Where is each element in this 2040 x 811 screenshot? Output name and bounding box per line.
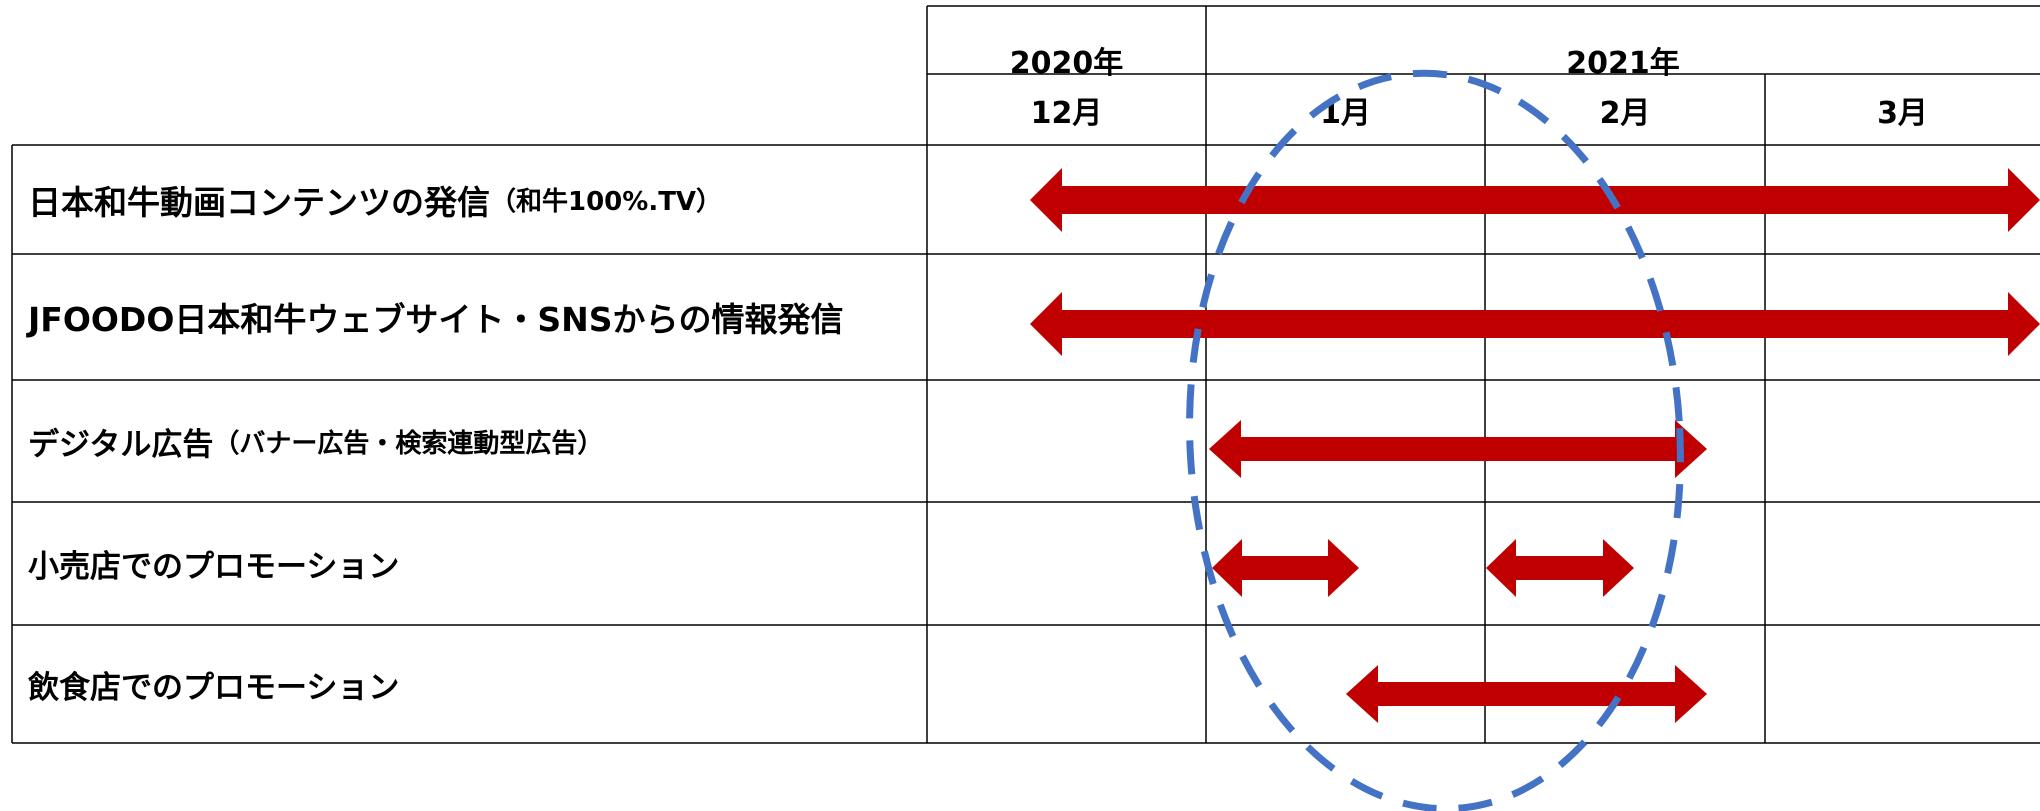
month-header-feb: 2月 — [1485, 74, 1765, 146]
year-header-2021: 2021年 — [1206, 6, 2040, 114]
year-label: 2021年 — [1566, 46, 1680, 81]
month-label: 3月 — [1877, 96, 1928, 131]
task-label: 日本和牛動画コンテンツの発信 — [28, 182, 490, 222]
month-label: 2月 — [1599, 96, 1651, 131]
year-label: 2020年 — [1009, 46, 1124, 81]
schedule-arrows — [1030, 168, 2040, 723]
month-header-mar: 3月 — [1765, 74, 2040, 146]
month-header-dec: 12月 — [927, 74, 1206, 146]
arrow-retail-promo-jan — [1212, 539, 1359, 597]
arrow-restaurant-promo — [1346, 665, 1707, 723]
task-label: デジタル広告 — [28, 426, 214, 463]
arrow-jfoodo-web-sns — [1030, 292, 2040, 356]
task-label: 飲食店でのプロモーション — [28, 669, 400, 706]
task-sublabel: （バナー広告・検索連動型広告） — [213, 428, 604, 459]
task-row-jfoodo-web-sns: JFOODO日本和牛ウェブサイト・SNSからの情報発信 — [12, 254, 926, 380]
task-row-retail-promo: 小売店でのプロモーション — [12, 502, 926, 625]
task-row-wagyu-video: 日本和牛動画コンテンツの発信 （和牛100%.TV） — [12, 145, 926, 254]
task-row-restaurant-promo: 飲食店でのプロモーション — [12, 625, 926, 743]
arrow-wagyu-video — [1030, 168, 2040, 232]
task-row-digital-ads: デジタル広告 （バナー広告・検索連動型広告） — [12, 380, 926, 502]
arrow-digital-ads — [1209, 420, 1707, 478]
arrow-retail-promo-feb — [1486, 539, 1634, 597]
month-label: 12月 — [1030, 96, 1103, 131]
year-header-2020: 2020年 — [927, 6, 1206, 114]
table-grid — [11, 5, 2040, 744]
task-sublabel: （和牛100%.TV） — [490, 187, 723, 217]
highlight-ellipse — [1186, 69, 1684, 811]
task-label: JFOODO日本和牛ウェブサイト・SNSからの情報発信 — [28, 300, 844, 339]
task-label: 小売店でのプロモーション — [28, 549, 400, 585]
